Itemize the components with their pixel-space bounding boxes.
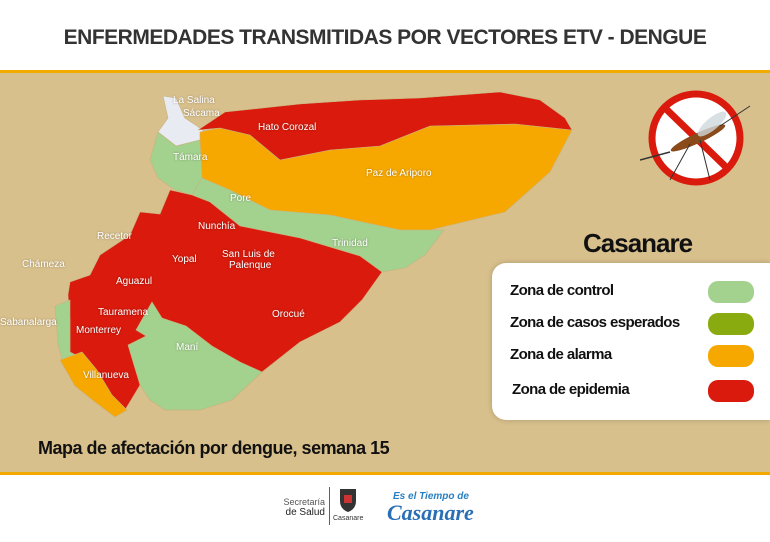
legend-swatch-esperados bbox=[708, 313, 754, 335]
label-trinidad: Trinidad bbox=[332, 238, 368, 249]
no-mosquito-icon bbox=[640, 90, 751, 186]
logo-text: Secretaría bbox=[283, 497, 325, 507]
legend-item-esperados: Zona de casos esperados bbox=[510, 314, 680, 344]
label-mani: Maní bbox=[176, 342, 199, 353]
shield-icon bbox=[340, 489, 356, 512]
label-san-luis-1: San Luis de bbox=[222, 249, 275, 260]
label-san-luis-2: Palenque bbox=[229, 260, 272, 271]
legend-label: Zona de alarma bbox=[510, 346, 612, 363]
label-chameza: Chámeza bbox=[22, 259, 65, 270]
secretaria-salud-logo: Secretaría de Salud bbox=[280, 497, 325, 518]
svg-text:Es el Tiempo de: Es el Tiempo de bbox=[393, 491, 469, 502]
label-monterrey: Monterrey bbox=[76, 325, 122, 336]
legend-swatch-control bbox=[708, 281, 754, 303]
legend-label: Zona de control bbox=[510, 282, 614, 299]
label-recetor: Recetor bbox=[97, 231, 133, 242]
logo-divider bbox=[329, 487, 330, 525]
label-yopal: Yopal bbox=[172, 254, 197, 265]
footer bbox=[0, 476, 770, 542]
logo-text: Casanare bbox=[333, 515, 364, 522]
label-tamara: Támara bbox=[173, 152, 208, 163]
page-title: ENFERMEDADES TRANSMITIDAS POR VECTORES E… bbox=[63, 26, 707, 49]
legend: Zona de control Zona de casos esperados … bbox=[492, 263, 770, 420]
label-nunchia: Nunchía bbox=[198, 221, 236, 232]
top-divider bbox=[0, 70, 770, 73]
legend-item-alarma: Zona de alarma bbox=[510, 346, 612, 376]
legend-item-control: Zona de control bbox=[510, 282, 614, 312]
label-la-salina: La Salina bbox=[173, 95, 215, 106]
legend-title: Casanare bbox=[583, 228, 693, 258]
label-tauramena: Tauramena bbox=[98, 307, 149, 318]
label-sabanalarga: Sabanalarga bbox=[0, 317, 57, 328]
bottom-divider bbox=[0, 472, 770, 475]
legend-swatch-epidemia bbox=[708, 380, 754, 402]
legend-item-epidemia: Zona de epidemia bbox=[512, 381, 630, 411]
label-orocue: Orocué bbox=[272, 309, 305, 320]
label-villanueva: Villanueva bbox=[83, 370, 129, 381]
map-caption: Mapa de afectación por dengue, semana 15 bbox=[38, 438, 390, 458]
region-mani[interactable] bbox=[127, 301, 263, 411]
svg-text:Casanare: Casanare bbox=[387, 500, 474, 525]
legend-swatch-alarma bbox=[708, 345, 754, 367]
casanare-shield-logo: Casanare bbox=[333, 487, 363, 527]
label-aguazul: Aguazul bbox=[116, 276, 153, 287]
region-villanueva[interactable] bbox=[59, 351, 128, 418]
label-paz-de-ariporo: Paz de Ariporo bbox=[366, 168, 432, 179]
header: ENFERMEDADES TRANSMITIDAS POR VECTORES E… bbox=[0, 0, 770, 70]
label-pore: Pore bbox=[230, 193, 252, 204]
tiempo-casanare-logo: Es el Tiempo de Casanare bbox=[385, 487, 490, 527]
label-hato-corozal: Hato Corozal bbox=[258, 122, 317, 133]
region-hato-corozal[interactable] bbox=[197, 91, 573, 161]
logo-text: de Salud bbox=[285, 507, 325, 518]
legend-label: Zona de casos esperados bbox=[510, 314, 680, 331]
label-sacama: Sácama bbox=[183, 108, 220, 119]
legend-label: Zona de epidemia bbox=[512, 381, 630, 398]
